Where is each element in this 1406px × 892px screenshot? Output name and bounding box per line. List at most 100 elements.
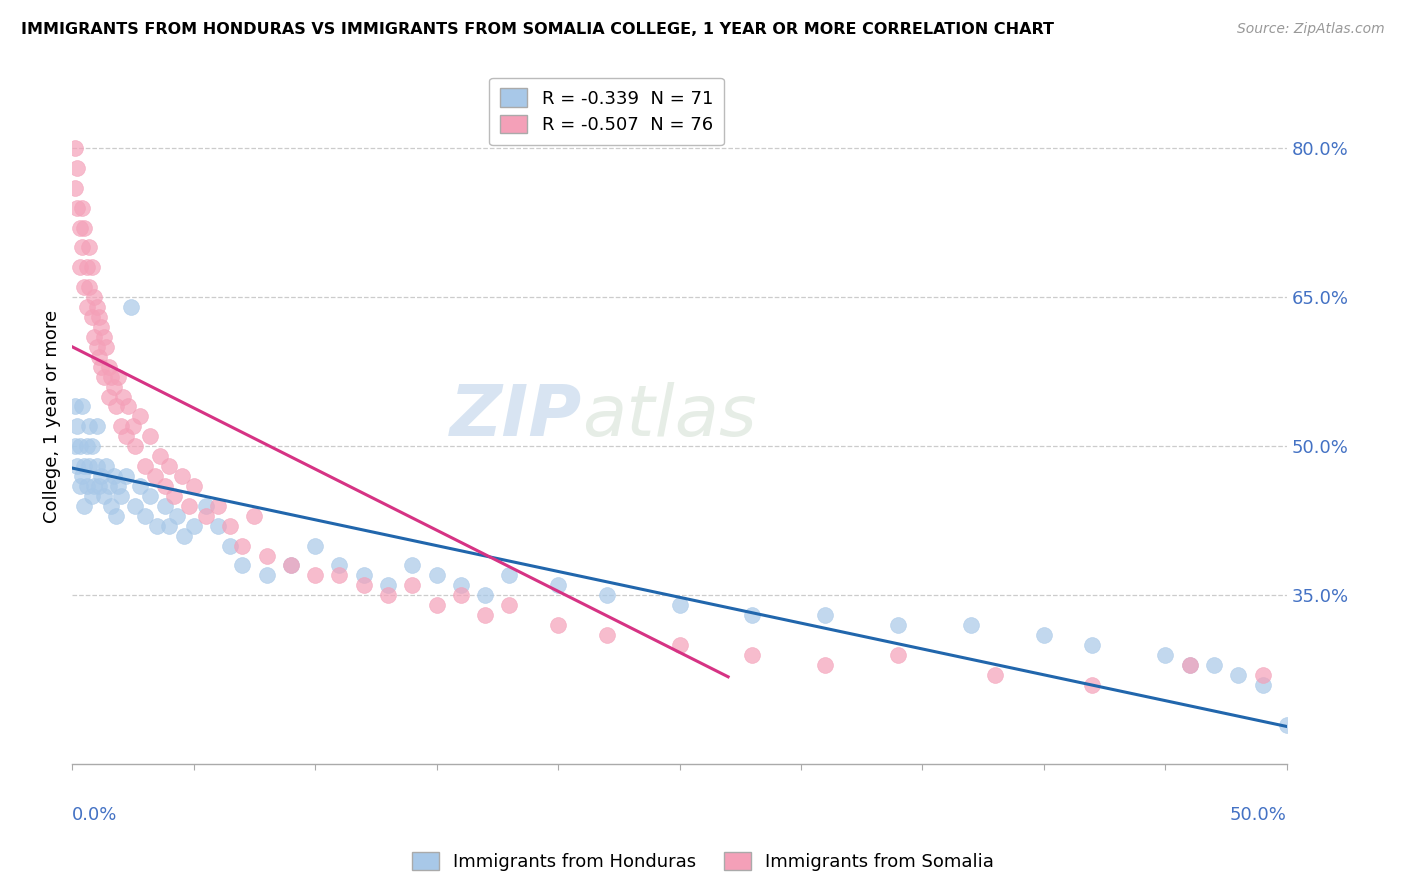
Point bbox=[139, 429, 162, 443]
Point bbox=[97, 359, 120, 374]
Point bbox=[960, 618, 983, 632]
Point bbox=[69, 220, 91, 235]
Point bbox=[103, 469, 125, 483]
Point bbox=[90, 469, 112, 483]
Point bbox=[107, 369, 129, 384]
Point bbox=[280, 558, 302, 573]
Point bbox=[231, 539, 253, 553]
Point bbox=[112, 390, 135, 404]
Point bbox=[80, 439, 103, 453]
Text: ZIP: ZIP bbox=[450, 382, 582, 450]
Point bbox=[377, 578, 399, 592]
Point bbox=[110, 419, 132, 434]
Point bbox=[183, 518, 205, 533]
Point bbox=[1275, 717, 1298, 731]
Point bbox=[153, 499, 176, 513]
Point bbox=[231, 558, 253, 573]
Point bbox=[80, 310, 103, 324]
Point bbox=[143, 469, 166, 483]
Point bbox=[194, 508, 217, 523]
Point bbox=[426, 568, 449, 582]
Point bbox=[90, 320, 112, 334]
Text: IMMIGRANTS FROM HONDURAS VS IMMIGRANTS FROM SOMALIA COLLEGE, 1 YEAR OR MORE CORR: IMMIGRANTS FROM HONDURAS VS IMMIGRANTS F… bbox=[21, 22, 1054, 37]
Point bbox=[63, 400, 86, 414]
Legend: Immigrants from Honduras, Immigrants from Somalia: Immigrants from Honduras, Immigrants fro… bbox=[405, 845, 1001, 879]
Point bbox=[163, 489, 186, 503]
Point bbox=[93, 369, 115, 384]
Point bbox=[87, 350, 110, 364]
Point bbox=[114, 469, 136, 483]
Point bbox=[63, 181, 86, 195]
Point bbox=[97, 479, 120, 493]
Point bbox=[73, 280, 96, 294]
Point bbox=[256, 549, 278, 563]
Point bbox=[66, 419, 89, 434]
Point bbox=[83, 290, 105, 304]
Point bbox=[207, 518, 229, 533]
Point bbox=[70, 240, 93, 254]
Point bbox=[177, 499, 200, 513]
Point bbox=[77, 280, 100, 294]
Point bbox=[73, 459, 96, 474]
Point bbox=[90, 359, 112, 374]
Point bbox=[377, 588, 399, 602]
Point bbox=[134, 508, 156, 523]
Point bbox=[595, 588, 617, 602]
Point bbox=[157, 459, 180, 474]
Point bbox=[76, 479, 98, 493]
Text: 0.0%: 0.0% bbox=[72, 806, 118, 824]
Point bbox=[741, 608, 763, 623]
Point bbox=[1032, 628, 1054, 642]
Point bbox=[73, 220, 96, 235]
Point bbox=[243, 508, 266, 523]
Point bbox=[668, 599, 690, 613]
Point bbox=[114, 429, 136, 443]
Point bbox=[353, 578, 375, 592]
Point bbox=[328, 558, 350, 573]
Point bbox=[124, 439, 146, 453]
Point bbox=[122, 419, 145, 434]
Point bbox=[450, 578, 472, 592]
Point bbox=[104, 400, 127, 414]
Point bbox=[70, 469, 93, 483]
Point bbox=[69, 439, 91, 453]
Point bbox=[120, 300, 142, 314]
Point bbox=[183, 479, 205, 493]
Point bbox=[814, 608, 837, 623]
Point bbox=[1251, 668, 1274, 682]
Point bbox=[1081, 678, 1104, 692]
Point bbox=[498, 568, 520, 582]
Point bbox=[426, 599, 449, 613]
Point bbox=[83, 330, 105, 344]
Point bbox=[83, 479, 105, 493]
Point bbox=[134, 459, 156, 474]
Text: 50.0%: 50.0% bbox=[1230, 806, 1286, 824]
Point bbox=[86, 340, 108, 354]
Point bbox=[100, 499, 122, 513]
Point bbox=[401, 558, 423, 573]
Point bbox=[474, 608, 496, 623]
Point bbox=[87, 310, 110, 324]
Point bbox=[77, 240, 100, 254]
Point bbox=[170, 469, 193, 483]
Point bbox=[70, 201, 93, 215]
Point bbox=[153, 479, 176, 493]
Point bbox=[86, 419, 108, 434]
Point bbox=[149, 449, 172, 463]
Point bbox=[93, 489, 115, 503]
Point bbox=[104, 508, 127, 523]
Point bbox=[328, 568, 350, 582]
Point bbox=[741, 648, 763, 662]
Point bbox=[547, 618, 569, 632]
Point bbox=[256, 568, 278, 582]
Point bbox=[207, 499, 229, 513]
Point bbox=[96, 459, 118, 474]
Point bbox=[77, 419, 100, 434]
Point bbox=[173, 529, 195, 543]
Point bbox=[76, 260, 98, 275]
Point bbox=[77, 459, 100, 474]
Point bbox=[69, 260, 91, 275]
Point bbox=[117, 400, 139, 414]
Point bbox=[1178, 657, 1201, 672]
Point bbox=[353, 568, 375, 582]
